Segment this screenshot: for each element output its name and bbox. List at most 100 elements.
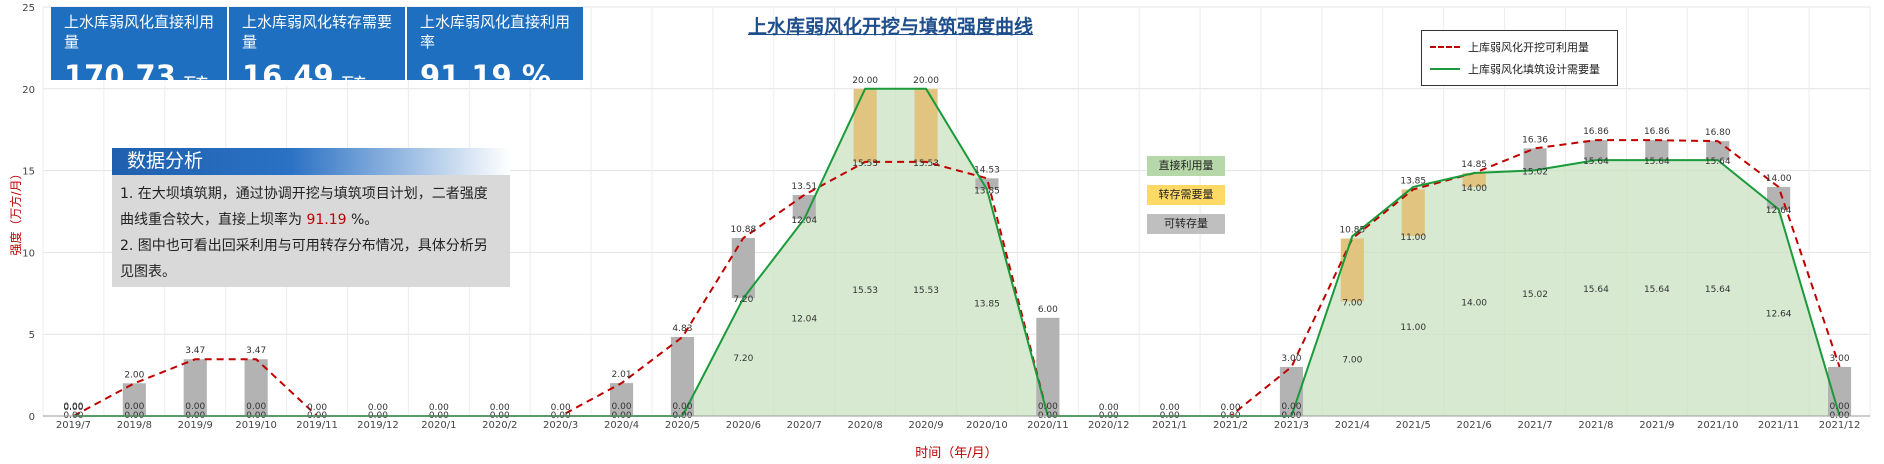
legend-item-filling: 上库弱风化填筑设计需要量 [1430,62,1600,76]
bar-transferable [670,336,695,416]
bar-transferable [122,383,146,416]
data-label-mid: 0.00 [1038,402,1058,412]
y-tick-label: 25 [22,3,35,14]
x-tick-label: 2020/5 [665,420,700,431]
analysis-line-2: 2. 图中也可看出回采利用与可用转存分布情况，具体分析另见图表。 [120,238,488,280]
x-tick-label: 2020/4 [604,420,639,431]
x-axis-title: 时间（年/月） [915,446,997,461]
data-label-top: 6.00 [1038,305,1058,315]
bar-transferable [1827,366,1852,416]
x-tick-label: 2021/9 [1639,420,1674,431]
data-label-top: 16.86 [1583,127,1609,137]
data-label-mid: 0.00 [124,402,144,412]
x-tick-label: 2020/9 [908,420,943,431]
analysis-body: 1. 在大坝填筑期，通过协调开挖与填筑项目计划，二者强度曲线重合较大，直接上坝率… [112,175,510,287]
data-label-mid: 15.02 [1522,167,1548,177]
kpi-value: 16.49 万方 [242,59,366,93]
y-tick-label: 20 [22,85,35,96]
legend-label: 上库弱风化开挖可利用量 [1468,41,1589,54]
bar-transfer-need [853,88,877,162]
x-tick-label: 2020/7 [787,420,822,431]
legend-item-excavation: 上库弱风化开挖可利用量 [1430,40,1589,54]
x-tick-label: 2019/12 [357,420,399,431]
data-label-center: 13.85 [974,300,1000,310]
y-tick-label: 15 [22,167,35,178]
x-tick-label: 2021/6 [1457,420,1492,431]
legend: 上库弱风化开挖可利用量 上库弱风化填筑设计需要量 [1421,30,1618,86]
tag-transfer-need: 转存需要量 [1147,185,1225,205]
category-tags: 直接利用量 转存需要量 可转存量 [1147,156,1225,243]
x-tick-label: 2020/1 [421,420,456,431]
data-label-center: 15.02 [1522,290,1548,300]
data-label-mid: 7.00 [1342,298,1362,308]
analysis-panel: 数据分析 1. 在大坝填筑期，通过协调开挖与填筑项目计划，二者强度曲线重合较大，… [112,148,510,287]
kpi-value: 170.73 万方 [64,59,208,93]
x-tick-label: 2021/5 [1396,420,1431,431]
bar-transferable [1706,141,1730,161]
x-tick-label: 2021/7 [1517,420,1552,431]
data-label-mid: 14.00 [1461,184,1487,194]
data-label-top: 0.00 [307,403,327,413]
x-tick-label: 2020/3 [543,420,578,431]
data-label-top: 20.00 [852,76,878,86]
data-label-center: 14.00 [1461,298,1487,308]
analysis-line-1: 1. 在大坝填筑期，通过协调开挖与填筑项目计划，二者强度曲线重合较大，直接上坝率… [120,186,488,228]
bar-transferable [1645,140,1669,161]
bar-transfer-need [1462,173,1486,187]
data-label-mid: 15.53 [852,159,878,169]
bar-transferable [731,238,755,299]
kpi-value: 91.19 % [420,59,551,93]
bar-transfer-need [914,88,938,162]
kpi-label: 上水库弱风化直接利用量 [64,13,215,51]
bar-transferable [1584,140,1608,161]
data-label-center: 15.64 [1705,285,1731,295]
y-tick-label: 10 [22,248,35,259]
data-label-top: 13.85 [1400,176,1426,186]
data-label-mid: 15.64 [1644,157,1670,167]
x-tick-label: 2020/2 [482,420,517,431]
x-tick-label: 2020/11 [1027,420,1069,431]
x-tick-label: 2020/8 [848,420,883,431]
data-label-top: 10.85 [1339,225,1365,235]
data-label-top: 3.00 [1281,354,1301,364]
y-tick-label: 0 [29,412,35,423]
bar-transfer-need [1401,189,1425,237]
x-tick-label: 2019/11 [296,420,338,431]
data-label-center: 15.53 [913,286,939,296]
data-label-mid: 7.20 [733,295,753,305]
data-label-top: 0.00 [490,403,510,413]
data-label-mid: 15.64 [1583,157,1609,167]
bar-transferable [183,359,207,416]
analysis-title: 数据分析 [112,148,510,175]
data-label-center: 11.00 [1400,323,1426,333]
x-tick-label: 2021/8 [1578,420,1613,431]
data-label-top: 0.00 [551,403,571,413]
legend-label: 上库弱风化填筑设计需要量 [1468,63,1600,76]
data-label-mid: 12.04 [791,216,817,226]
data-label-center: 15.53 [852,286,878,296]
x-tick-label: 2021/10 [1697,420,1739,431]
kpi-transfer-need: 上水库弱风化转存需要量 16.49 万方 [229,7,405,93]
data-label-mid: 15.53 [913,159,939,169]
data-label-top: 2.01 [612,370,632,380]
bar-transferable [975,178,999,190]
x-tick-label: 2021/4 [1335,420,1370,431]
data-label-center: 7.20 [733,354,753,364]
kpi-panel: 上水库弱风化直接利用量 170.73 万方 上水库弱风化转存需要量 16.49 万方… [51,7,585,93]
data-label-mid: 0.00 [63,402,83,412]
data-label-top: 0.00 [1160,403,1180,413]
data-label-mid: 11.00 [1400,233,1426,243]
data-label-top: 16.36 [1522,135,1548,145]
fill-area [73,88,1840,417]
kpi-direct-rate: 上水库弱风化直接利用率 91.19 % [407,7,583,93]
data-label-mid: 0.00 [1281,402,1301,412]
data-label-top: 0.00 [368,403,388,413]
bar-transferable [1279,366,1304,416]
x-tick-label: 2020/10 [966,420,1008,431]
x-tick-label: 2020/12 [1088,420,1130,431]
legend-swatch [1430,46,1460,48]
data-label-top: 2.00 [124,370,144,380]
kpi-unit: 万方 [341,75,366,89]
x-tick-label: 2021/11 [1758,420,1800,431]
x-tick-label: 2019/9 [178,420,213,431]
